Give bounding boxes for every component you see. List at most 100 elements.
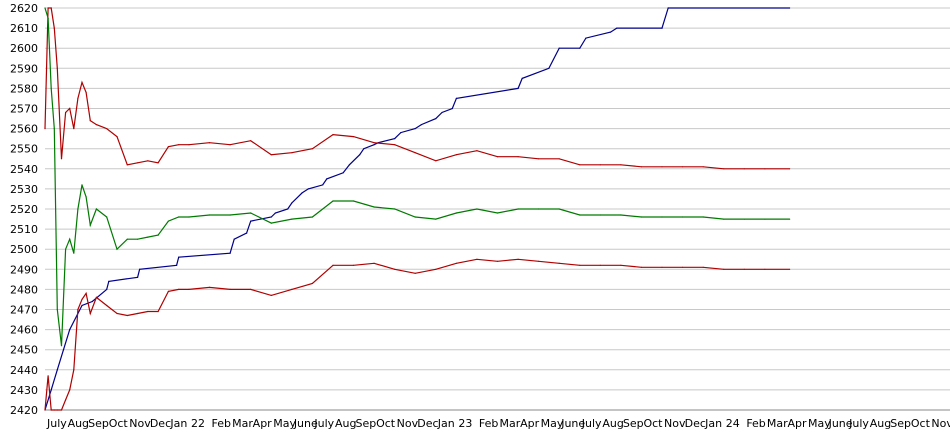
series-1 bbox=[44, 7, 791, 170]
data-point bbox=[558, 262, 560, 264]
data-point bbox=[373, 262, 375, 264]
data-point bbox=[69, 107, 71, 110]
data-point bbox=[352, 200, 355, 202]
data-point bbox=[342, 172, 344, 174]
data-point bbox=[517, 258, 519, 260]
data-point bbox=[81, 298, 83, 300]
data-point bbox=[229, 288, 231, 290]
data-point bbox=[65, 111, 67, 114]
y-tick-label: 2420 bbox=[10, 404, 38, 417]
data-point bbox=[44, 128, 46, 130]
data-point bbox=[599, 214, 601, 216]
data-point bbox=[764, 218, 766, 220]
data-point bbox=[208, 286, 211, 288]
data-point bbox=[585, 37, 587, 39]
data-point bbox=[77, 208, 79, 210]
y-tick-label: 2460 bbox=[10, 324, 38, 337]
data-point bbox=[229, 144, 231, 146]
x-tick-label: June bbox=[293, 417, 318, 430]
data-point bbox=[274, 212, 276, 214]
data-point bbox=[640, 166, 643, 168]
x-tick-label: Nov bbox=[129, 417, 151, 430]
data-point bbox=[420, 124, 422, 126]
y-tick-label: 2520 bbox=[10, 203, 38, 216]
data-point bbox=[517, 208, 519, 210]
data-point bbox=[579, 214, 581, 216]
data-point bbox=[85, 196, 87, 198]
data-point bbox=[176, 264, 178, 266]
x-tick-label: Aug bbox=[870, 417, 891, 430]
data-point bbox=[414, 272, 416, 274]
x-tick-label: July bbox=[46, 417, 67, 430]
data-point bbox=[53, 128, 55, 130]
data-point bbox=[188, 144, 190, 146]
data-point bbox=[60, 345, 63, 347]
y-tick-label: 2500 bbox=[10, 243, 38, 256]
x-tick-label: Mar bbox=[232, 417, 253, 430]
data-point bbox=[147, 236, 149, 238]
data-point bbox=[538, 208, 540, 210]
x-axis-ticks: July Aug Sep Oct Nov Dec Jan 22 Feb Mar Apr MayJune… bbox=[46, 417, 950, 430]
data-point bbox=[326, 178, 328, 180]
data-point bbox=[352, 136, 355, 138]
data-point bbox=[50, 409, 52, 411]
y-tick-label: 2470 bbox=[10, 304, 38, 317]
data-point bbox=[517, 87, 519, 89]
data-point bbox=[116, 248, 118, 250]
data-point bbox=[126, 164, 128, 166]
x-tick-label: 23 bbox=[458, 417, 472, 430]
x-tick-label: May bbox=[808, 417, 831, 430]
data-point bbox=[620, 164, 622, 166]
series-2 bbox=[44, 7, 791, 347]
data-point bbox=[435, 118, 437, 120]
data-point bbox=[332, 134, 334, 136]
data-point bbox=[322, 184, 324, 186]
data-point bbox=[414, 216, 416, 218]
x-tick-label: 22 bbox=[191, 417, 205, 430]
data-point bbox=[496, 260, 499, 262]
data-point bbox=[789, 168, 791, 170]
data-point bbox=[77, 308, 79, 311]
data-point bbox=[311, 216, 313, 218]
x-tick-label: Jan bbox=[169, 417, 187, 430]
y-tick-label: 2530 bbox=[10, 183, 38, 196]
y-tick-label: 2610 bbox=[10, 22, 38, 35]
data-point bbox=[764, 268, 766, 270]
data-point bbox=[394, 208, 396, 210]
x-tick-label: Mar bbox=[767, 417, 788, 430]
x-tick-label: July bbox=[848, 417, 869, 430]
data-point bbox=[62, 349, 65, 351]
data-point bbox=[77, 97, 79, 99]
data-point bbox=[455, 97, 457, 99]
data-point bbox=[137, 162, 139, 164]
data-point bbox=[157, 162, 159, 164]
data-point bbox=[56, 369, 58, 371]
x-tick-label: Sep bbox=[890, 417, 911, 430]
data-point bbox=[65, 399, 67, 401]
data-point bbox=[599, 164, 601, 166]
x-tick-label: Jan bbox=[704, 417, 722, 430]
data-point bbox=[139, 268, 141, 270]
series-line-2 bbox=[44, 7, 790, 346]
data-point bbox=[188, 216, 190, 218]
x-tick-label: Jan bbox=[437, 417, 455, 430]
data-point bbox=[69, 329, 71, 331]
series-line-3 bbox=[44, 258, 790, 411]
data-point bbox=[451, 107, 453, 110]
data-point bbox=[85, 292, 87, 294]
data-point bbox=[702, 266, 704, 268]
data-point bbox=[789, 7, 791, 9]
x-tick-label: Oct bbox=[643, 417, 663, 430]
data-point bbox=[73, 369, 75, 371]
data-point bbox=[188, 288, 190, 290]
data-point bbox=[229, 252, 231, 254]
data-point bbox=[743, 268, 745, 270]
data-point bbox=[373, 206, 375, 208]
data-point bbox=[579, 47, 581, 49]
y-tick-label: 2560 bbox=[10, 123, 38, 136]
data-point bbox=[106, 288, 108, 290]
data-point bbox=[348, 164, 350, 166]
series-line-0 bbox=[44, 7, 790, 411]
x-tick-label: May bbox=[541, 417, 564, 430]
y-tick-label: 2450 bbox=[10, 344, 38, 357]
